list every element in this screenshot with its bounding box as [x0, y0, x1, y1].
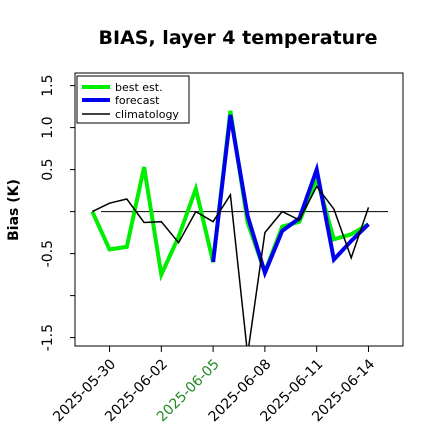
x-axis-ticks: 2025-05-302025-06-022025-06-052025-06-08… [50, 346, 378, 425]
y-tick-label: -1.5 [40, 324, 56, 351]
y-tick-label: 1.0 [40, 116, 56, 138]
y-axis-label: Bias (K) [6, 179, 22, 241]
chart-title: BIAS, layer 4 temperature [99, 27, 378, 49]
y-tick-label: 1.5 [40, 74, 56, 96]
y-tick-label: 0.5 [40, 158, 56, 180]
series-lines [92, 111, 368, 355]
y-tick-label: -0.5 [40, 240, 56, 267]
legend: best est. forecast climatology [77, 76, 189, 123]
series-line-best-est [92, 111, 368, 275]
y-axis-ticks: -1.5 -0.5 0.5 1.0 1.5 [40, 74, 75, 351]
legend-label-climatology: climatology [115, 108, 179, 121]
legend-label-best-est: best est. [115, 81, 163, 94]
legend-label-forecast: forecast [115, 94, 160, 107]
